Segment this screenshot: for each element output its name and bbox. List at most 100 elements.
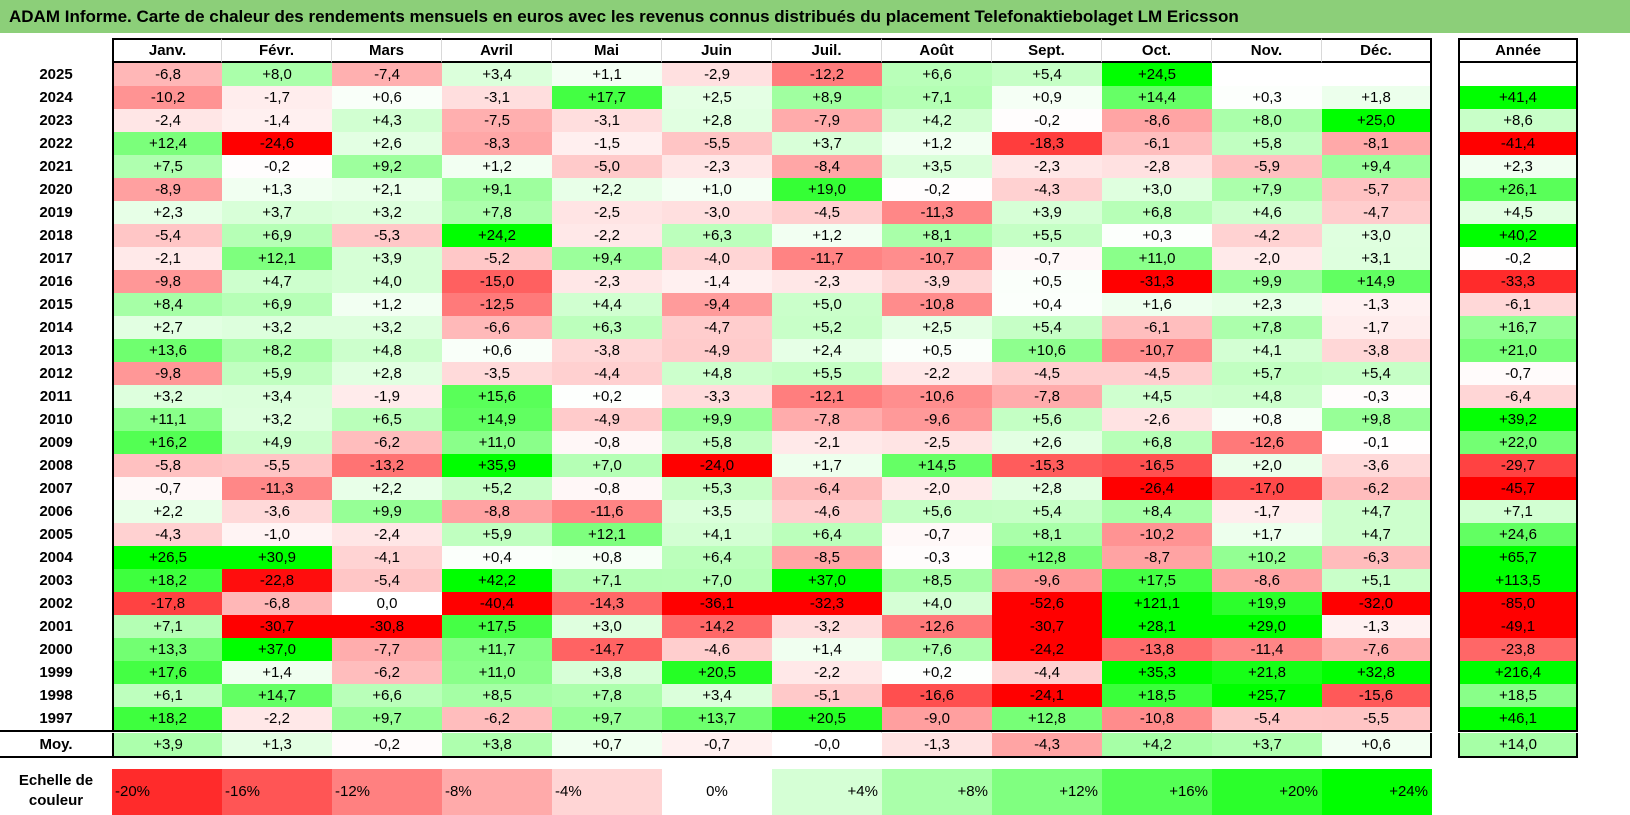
heatmap-cell: -8,8 [442,500,552,523]
heatmap-cell: +6,9 [222,293,332,316]
heatmap-cell: +8,0 [1212,109,1322,132]
heatmap-cell: +7,9 [1212,178,1322,201]
heatmap-cell: +6,5 [332,408,442,431]
heatmap-cell: +3,2 [222,316,332,339]
heatmap-cell: +6,6 [882,63,992,86]
heatmap-cell: -31,3 [1102,270,1212,293]
heatmap-cell: -4,6 [662,638,772,661]
heatmap-cell: +0,6 [332,86,442,109]
heatmap-cell: +37,0 [772,569,882,592]
heatmap-cell: +11,1 [112,408,222,431]
heatmap-cell: +7,1 [112,615,222,638]
heatmap-cell: +1,1 [552,63,662,86]
average-cell: +0,6 [1322,733,1432,758]
year-label: 1997 [39,710,73,727]
heatmap-cell: +9,2 [332,155,442,178]
heatmap-cell: +7,8 [552,684,662,707]
heatmap-cell: +4,4 [552,293,662,316]
heatmap-cell: -16,5 [1102,454,1212,477]
heatmap-cell: +12,8 [992,707,1102,730]
heatmap-cell: +6,3 [552,316,662,339]
heatmap-cell: +0,5 [992,270,1102,293]
year-label: 2008 [39,457,73,474]
heatmap-cell: -14,7 [552,638,662,661]
heatmap-cell: +9,7 [552,707,662,730]
annual-cell: -23,8 [1458,638,1578,661]
month-header: Févr. [222,38,332,63]
year-label: 2019 [39,204,73,221]
annual-cell: -29,7 [1458,454,1578,477]
heatmap-cell: +0,4 [442,546,552,569]
annual-cell: +46,1 [1458,707,1578,730]
heatmap-cell: +4,6 [1212,201,1322,224]
heatmap-cell: +8,1 [992,523,1102,546]
heatmap-cell: +2,4 [772,339,882,362]
heatmap-cell: -30,7 [992,615,1102,638]
heatmap-cell: +7,8 [1212,316,1322,339]
heatmap-cell: -2,2 [772,661,882,684]
heatmap-cell: +3,5 [882,155,992,178]
month-header: Déc. [1322,38,1432,63]
heatmap-cell: +4,1 [1212,339,1322,362]
year-label: 2018 [39,227,73,244]
heatmap-cell: -6,3 [1322,546,1432,569]
heatmap-cell: +3,4 [442,63,552,86]
heatmap-cell: -10,8 [1102,707,1212,730]
heatmap-cell: -9,0 [882,707,992,730]
heatmap-cell [1212,63,1322,86]
annual-cell: -49,1 [1458,615,1578,638]
heatmap-cell: -4,5 [992,362,1102,385]
heatmap-cell: +5,9 [222,362,332,385]
heatmap-cell: +3,7 [772,132,882,155]
heatmap-cell: +3,4 [662,684,772,707]
month-header: Nov. [1212,38,1322,63]
annual-cell: +216,4 [1458,661,1578,684]
heatmap-cell: +20,5 [772,707,882,730]
heatmap-cell: +12,8 [992,546,1102,569]
month-header: Avril [442,38,552,63]
heatmap-cell: -11,3 [882,201,992,224]
heatmap-cell: -36,1 [662,592,772,615]
year-label: 2020 [39,181,73,198]
heatmap-cell: +7,8 [442,201,552,224]
heatmap-cell: -8,1 [1322,132,1432,155]
heatmap-cell: +16,2 [112,431,222,454]
annual-cell: -45,7 [1458,477,1578,500]
heatmap-cell: +1,4 [222,661,332,684]
heatmap-cell: 0,0 [332,592,442,615]
average-cell: +4,2 [1102,733,1212,758]
heatmap-cell: -8,7 [1102,546,1212,569]
annual-cell: +41,4 [1458,86,1578,109]
heatmap-cell: -5,4 [112,224,222,247]
heatmap-cell: +5,6 [882,500,992,523]
heatmap-cell: +13,6 [112,339,222,362]
heatmap-cell: -4,1 [332,546,442,569]
heatmap-cell: -0,8 [552,431,662,454]
heatmap-cell: +13,7 [662,707,772,730]
heatmap-cell: -52,6 [992,592,1102,615]
heatmap-cell: -2,6 [1102,408,1212,431]
heatmap-cell: +14,9 [1322,270,1432,293]
heatmap-cell: -2,1 [112,247,222,270]
heatmap-cell: +14,5 [882,454,992,477]
heatmap-cell: -9,4 [662,293,772,316]
heatmap-cell: -12,6 [882,615,992,638]
heatmap-cell: +10,2 [1212,546,1322,569]
heatmap-cell: +3,0 [1322,224,1432,247]
average-cell: -0,0 [772,733,882,758]
heatmap-cell: -2,2 [882,362,992,385]
heatmap-cell: -4,4 [992,661,1102,684]
legend-swatch: +12% [992,769,1102,815]
annual-cell: -33,3 [1458,270,1578,293]
year-label: 2002 [39,595,73,612]
heatmap-cell: -24,1 [992,684,1102,707]
heatmap-cell: +9,9 [1212,270,1322,293]
heatmap-cell: +9,9 [662,408,772,431]
heatmap-cell: +3,2 [332,316,442,339]
heatmap-cell: -2,5 [552,201,662,224]
heatmap-cell: -14,3 [552,592,662,615]
heatmap-cell: +4,8 [1212,385,1322,408]
heatmap-cell: -4,2 [1212,224,1322,247]
heatmap-cell: -5,2 [442,247,552,270]
legend-swatch: 0% [662,769,772,815]
